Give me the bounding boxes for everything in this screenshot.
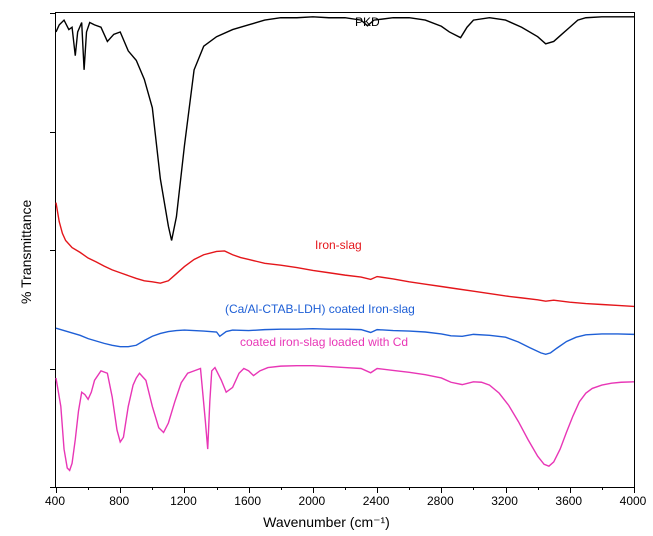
series-iron-slag bbox=[56, 203, 634, 307]
series-label: Iron-slag bbox=[315, 238, 362, 252]
x-tick-label: 1200 bbox=[170, 494, 197, 508]
series-label: PKD bbox=[355, 15, 380, 29]
x-tick-label: 400 bbox=[45, 494, 65, 508]
x-tick-label: 4000 bbox=[620, 494, 647, 508]
x-tick-label: 3200 bbox=[491, 494, 518, 508]
x-tick-label: 2800 bbox=[427, 494, 454, 508]
y-axis-label: % Transmittance bbox=[18, 200, 34, 304]
x-tick-label: 800 bbox=[109, 494, 129, 508]
x-tick-label: 1600 bbox=[234, 494, 261, 508]
x-axis-label: Wavenumber (cm⁻¹) bbox=[0, 514, 653, 531]
series-coated-iron-slag-loaded-with-cd bbox=[56, 366, 634, 471]
ftir-chart: % Transmittance Wavenumber (cm⁻¹) 400 800… bbox=[0, 0, 653, 536]
series-label: (Ca/Al-CTAB-LDH) coated Iron-slag bbox=[225, 302, 415, 316]
series-label: coated iron-slag loaded with Cd bbox=[240, 335, 408, 349]
series-pkd bbox=[56, 17, 634, 241]
x-tick-label: 3600 bbox=[555, 494, 582, 508]
x-tick-label: 2000 bbox=[299, 494, 326, 508]
x-tick-label: 2400 bbox=[363, 494, 390, 508]
